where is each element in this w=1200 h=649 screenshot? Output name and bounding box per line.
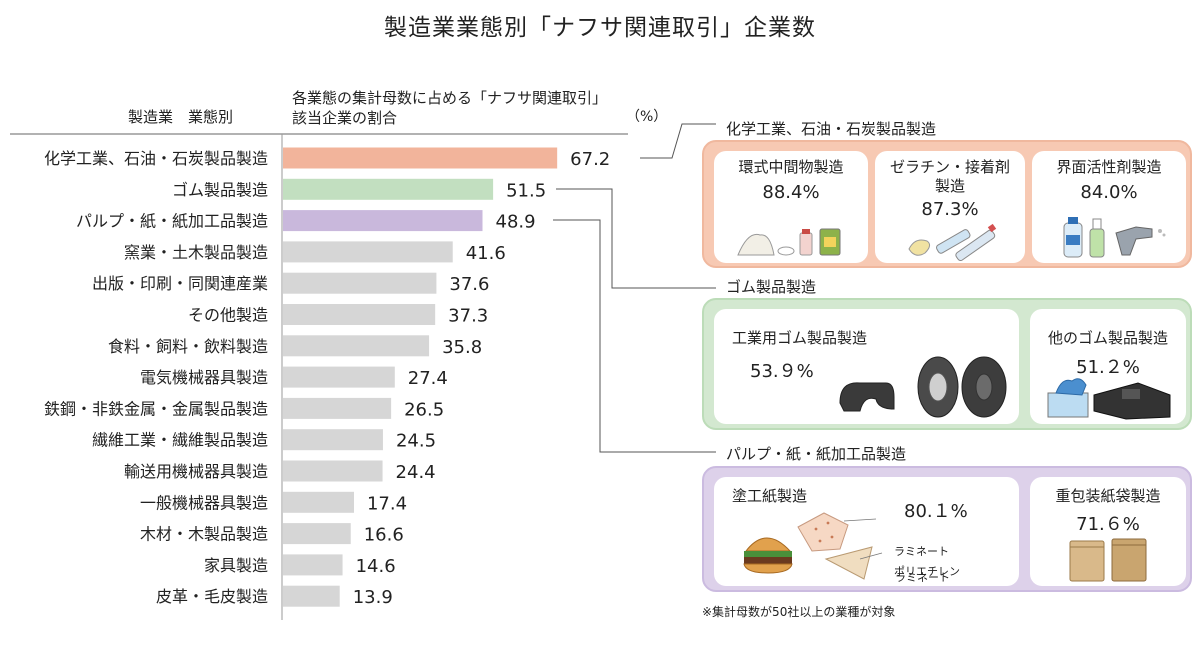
category-label-10: 輸送用機械器具製造	[124, 462, 268, 481]
card-other-rubber: 他のゴム製品製造 51.２%	[1030, 309, 1186, 424]
card-name: 重包装紙袋製造	[1055, 487, 1161, 505]
panel-label-chemical: 化学工業、石油・石炭製品製造	[726, 120, 937, 138]
card-name: 塗工紙製造	[732, 487, 808, 505]
value-label-13: 14.6	[356, 556, 396, 577]
value-header-line1: 各業態の集計母数に占める「ナフサ関連取引」	[292, 89, 608, 107]
bar-10	[283, 460, 383, 482]
card-name: 他のゴム製品製造	[1047, 329, 1168, 347]
value-header-line2: 該当企業の割合	[292, 109, 398, 127]
card-name-line1: ゼラチン・接着剤	[889, 158, 1010, 176]
value-label-12: 16.6	[364, 525, 404, 546]
bar-1	[283, 178, 494, 200]
laminate-note: ラミネート	[894, 545, 949, 558]
bar-3	[283, 241, 453, 263]
bar-9	[283, 429, 383, 451]
value-label-10: 24.4	[396, 462, 436, 483]
category-label-14: 皮革・毛皮製造	[156, 587, 268, 606]
category-label-9: 繊維工業・繊維製品製造	[92, 431, 268, 450]
card-cyclic-intermediates: 環式中間物製造 88.4%	[714, 151, 868, 263]
card-value: 71.６%	[1076, 514, 1140, 535]
card-name: 界面活性剤製造	[1056, 158, 1162, 176]
panel-rubber: 工業用ゴム製品製造 53.９% 他のゴム製品製造 51.２%	[702, 298, 1192, 430]
category-label-0: 化学工業、石油・石炭製品製造	[44, 149, 268, 168]
polyethylene-note-line2: ラミネート	[895, 571, 950, 584]
value-label-2: 48.9	[496, 212, 536, 233]
category-label-1: ゴム製品製造	[172, 180, 268, 199]
panel-label-rubber: ゴム製品製造	[726, 278, 817, 296]
category-label-8: 鉄鋼・非鉄金属・金属製品製造	[44, 399, 268, 418]
card-value: 80.１%	[904, 501, 968, 522]
card-value: 87.3%	[921, 199, 979, 220]
bar-12	[283, 523, 351, 545]
value-label-9: 24.5	[396, 431, 436, 452]
value-label-1: 51.5	[506, 180, 546, 201]
bar-14	[283, 585, 340, 607]
value-label-4: 37.6	[449, 274, 489, 295]
category-label-4: 出版・印刷・同関連産業	[92, 274, 268, 293]
unit-label: （%）	[626, 109, 668, 125]
card-heavy-paper-bag: 重包装紙袋製造 71.６%	[1030, 477, 1186, 586]
category-label-11: 一般機械器具製造	[140, 493, 268, 512]
bar-6	[283, 335, 430, 357]
card-value: 84.0%	[1080, 182, 1138, 203]
card-name: 環式中間物製造	[738, 158, 844, 176]
paper-bags-icon	[1069, 538, 1147, 582]
bar-7	[283, 366, 395, 388]
card-industrial-rubber: 工業用ゴム製品製造 53.９%	[714, 309, 1019, 424]
connector-rubber	[556, 188, 716, 289]
panel-chemical: 環式中間物製造 88.4% ゼラチン・接着剤 製造 87.3% 界面活性剤製造 …	[702, 140, 1192, 268]
glue-tube-icon	[908, 223, 997, 262]
category-label-5: その他製造	[188, 306, 268, 325]
connector-chemical	[640, 123, 716, 159]
card-name: 工業用ゴム製品製造	[732, 329, 868, 347]
category-label-3: 窯業・土木製品製造	[124, 243, 268, 262]
bar-4	[283, 272, 437, 294]
bar-2	[283, 210, 483, 232]
card-value: 88.4%	[762, 182, 820, 203]
powder-bottle-bag-icon	[737, 228, 841, 256]
bar-13	[283, 554, 343, 576]
bar-8	[283, 397, 392, 419]
rubber-parts-tires-icon	[839, 356, 1007, 418]
value-label-7: 27.4	[408, 368, 448, 389]
value-label-0: 67.2	[570, 149, 610, 170]
chart-title: 製造業業態別「ナフサ関連取引」企業数	[384, 15, 816, 41]
panel-label-pulp: パルプ・紙・紙加工品製造	[726, 445, 907, 463]
category-column-header: 製造業 業態別	[128, 108, 234, 126]
gloves-mat-icon	[1047, 378, 1171, 420]
value-label-14: 13.9	[353, 587, 393, 608]
polyethylene-note-line1: ポリエチレン	[894, 565, 960, 578]
card-value: 51.２%	[1076, 357, 1140, 378]
connector-pulp	[553, 219, 716, 453]
category-label-12: 木材・木製品製造	[140, 525, 268, 544]
category-label-7: 電気機械器具製造	[140, 368, 268, 387]
card-value: 53.９%	[750, 361, 814, 382]
detergent-spray-icon	[1063, 217, 1166, 258]
value-label-3: 41.6	[466, 243, 506, 264]
card-name-line2: 製造	[934, 177, 965, 195]
category-label-6: 食料・飼料・飲料製造	[108, 337, 268, 356]
category-label-2: パルプ・紙・紙加工品製造	[76, 212, 268, 231]
card-surfactant: 界面活性剤製造 84.0%	[1032, 151, 1186, 263]
panel-pulp: 塗工紙製造 80.１% ラミネート ポリエチレン ラミネート 重包装紙袋製造 7…	[702, 466, 1192, 592]
value-label-11: 17.4	[367, 493, 407, 514]
category-label-13: 家具製造	[204, 556, 268, 575]
value-column-header: 各業態の集計母数に占める「ナフサ関連取引」 該当企業の割合	[292, 88, 607, 128]
value-label-5: 37.3	[448, 306, 488, 327]
bar-11	[283, 491, 354, 513]
bar-5	[283, 304, 436, 325]
bar-0	[283, 147, 558, 169]
burger-wrap-filter-icon	[743, 512, 883, 580]
card-gelatin-adhesive: ゼラチン・接着剤 製造 87.3%	[875, 151, 1025, 263]
footnote: ※集計母数が50社以上の業種が対象	[702, 605, 896, 619]
card-coated-paper: 塗工紙製造 80.１% ラミネート ポリエチレン	[714, 477, 1019, 586]
value-label-6: 35.8	[442, 337, 482, 358]
value-label-8: 26.5	[404, 399, 444, 420]
